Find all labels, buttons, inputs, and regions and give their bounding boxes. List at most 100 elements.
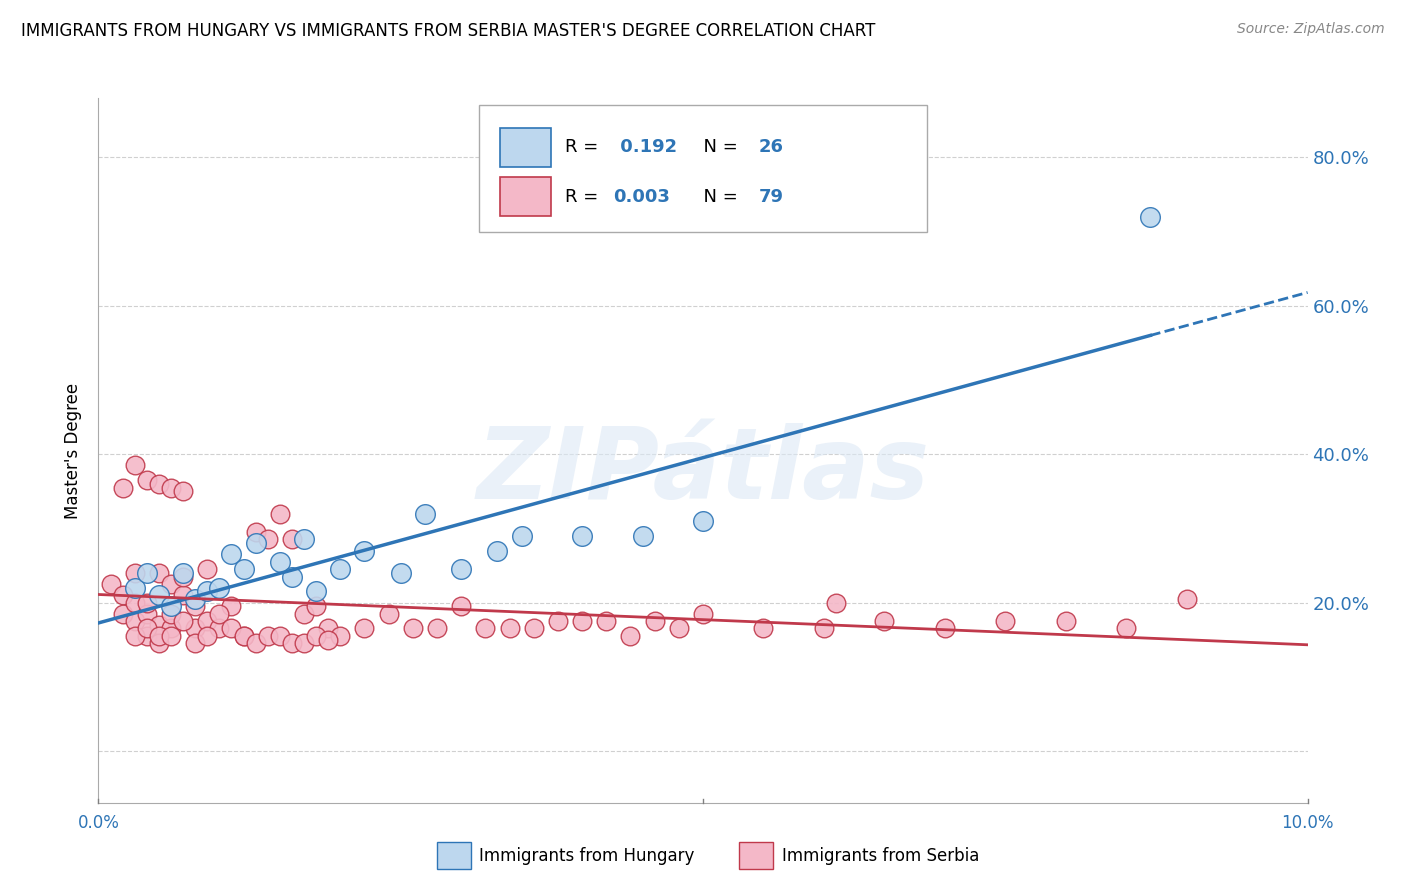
Point bbox=[172, 484, 194, 499]
Point bbox=[305, 629, 328, 643]
FancyBboxPatch shape bbox=[479, 105, 927, 232]
Point bbox=[135, 622, 157, 636]
Point bbox=[305, 584, 328, 599]
Point bbox=[160, 629, 183, 643]
FancyBboxPatch shape bbox=[501, 128, 551, 167]
FancyBboxPatch shape bbox=[740, 842, 773, 869]
Point bbox=[377, 607, 399, 621]
Point bbox=[111, 588, 134, 602]
Point bbox=[124, 581, 146, 595]
Text: 79: 79 bbox=[759, 188, 783, 206]
Point bbox=[232, 562, 254, 576]
Point bbox=[752, 622, 775, 636]
Point bbox=[571, 529, 593, 543]
Point bbox=[316, 632, 339, 647]
Point bbox=[172, 566, 194, 580]
Point bbox=[813, 622, 835, 636]
Text: ZIPátlas: ZIPátlas bbox=[477, 423, 929, 520]
Point bbox=[245, 524, 267, 539]
Text: R =: R = bbox=[565, 188, 605, 206]
Point bbox=[994, 614, 1017, 628]
Point bbox=[135, 566, 157, 580]
Point bbox=[184, 636, 207, 650]
Point bbox=[353, 622, 375, 636]
Point bbox=[619, 629, 641, 643]
Point bbox=[124, 595, 146, 609]
Point bbox=[269, 555, 291, 569]
Point bbox=[934, 622, 956, 636]
Text: 0.003: 0.003 bbox=[613, 188, 671, 206]
Point bbox=[100, 577, 122, 591]
Point bbox=[498, 622, 520, 636]
Point bbox=[208, 581, 231, 595]
Point bbox=[221, 622, 243, 636]
Text: R =: R = bbox=[565, 138, 605, 156]
Point bbox=[316, 622, 339, 636]
Point bbox=[184, 591, 207, 606]
Text: 10.0%: 10.0% bbox=[1281, 814, 1334, 832]
Point bbox=[595, 614, 617, 628]
Text: N =: N = bbox=[692, 188, 744, 206]
Point bbox=[413, 507, 436, 521]
Point bbox=[450, 599, 472, 614]
Point bbox=[160, 577, 183, 591]
Point bbox=[692, 514, 714, 528]
Point bbox=[474, 622, 496, 636]
Point bbox=[221, 547, 243, 561]
Point bbox=[124, 629, 146, 643]
Text: 26: 26 bbox=[759, 138, 783, 156]
Point bbox=[292, 636, 315, 650]
Point bbox=[329, 629, 352, 643]
Text: N =: N = bbox=[692, 138, 744, 156]
Text: 0.192: 0.192 bbox=[613, 138, 676, 156]
Point bbox=[510, 529, 533, 543]
Point bbox=[195, 562, 218, 576]
Point bbox=[135, 473, 157, 487]
Point bbox=[135, 607, 157, 621]
Point bbox=[547, 614, 569, 628]
Point bbox=[281, 569, 304, 583]
Point bbox=[195, 614, 218, 628]
Point bbox=[281, 533, 304, 547]
Point bbox=[692, 607, 714, 621]
Point bbox=[305, 599, 328, 614]
Point bbox=[172, 588, 194, 602]
Point bbox=[245, 636, 267, 650]
Point bbox=[426, 622, 449, 636]
Point bbox=[631, 529, 654, 543]
Point bbox=[160, 481, 183, 495]
Point bbox=[523, 622, 546, 636]
Point bbox=[486, 543, 509, 558]
FancyBboxPatch shape bbox=[501, 178, 551, 216]
Point bbox=[873, 614, 896, 628]
Point bbox=[269, 629, 291, 643]
Point bbox=[195, 584, 218, 599]
Point bbox=[1139, 210, 1161, 224]
Point bbox=[402, 622, 425, 636]
Text: Immigrants from Serbia: Immigrants from Serbia bbox=[782, 847, 979, 864]
Point bbox=[825, 595, 848, 609]
Text: Immigrants from Hungary: Immigrants from Hungary bbox=[479, 847, 695, 864]
Point bbox=[148, 566, 170, 580]
Point bbox=[184, 599, 207, 614]
Point bbox=[292, 607, 315, 621]
Point bbox=[208, 622, 231, 636]
Point bbox=[160, 599, 183, 614]
Point bbox=[124, 566, 146, 580]
Text: IMMIGRANTS FROM HUNGARY VS IMMIGRANTS FROM SERBIA MASTER'S DEGREE CORRELATION CH: IMMIGRANTS FROM HUNGARY VS IMMIGRANTS FR… bbox=[21, 22, 876, 40]
Point bbox=[668, 622, 690, 636]
Point bbox=[172, 569, 194, 583]
Point bbox=[245, 536, 267, 550]
Point bbox=[135, 629, 157, 643]
Point bbox=[160, 622, 183, 636]
Point bbox=[232, 629, 254, 643]
Point bbox=[124, 614, 146, 628]
Point bbox=[1175, 591, 1198, 606]
Point bbox=[329, 562, 352, 576]
Point bbox=[135, 595, 157, 609]
Point bbox=[148, 588, 170, 602]
Point bbox=[450, 562, 472, 576]
Point bbox=[256, 629, 278, 643]
Point bbox=[148, 617, 170, 632]
Point bbox=[172, 614, 194, 628]
